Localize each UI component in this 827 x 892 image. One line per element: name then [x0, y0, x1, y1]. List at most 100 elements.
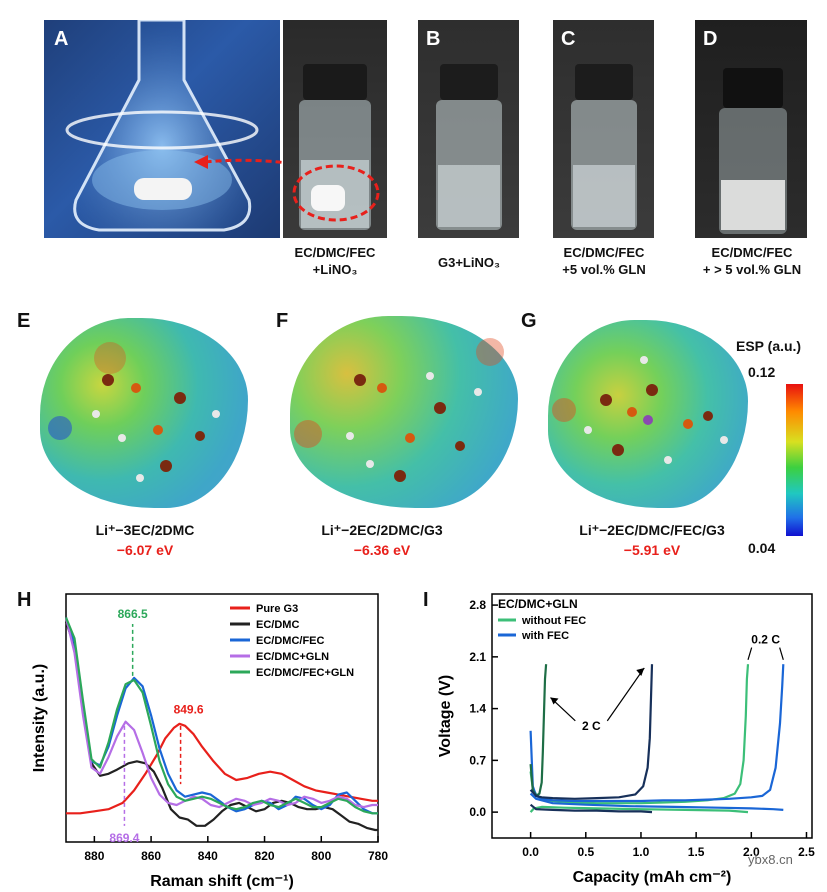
molecule-label-g: Li⁺−2EC/DMC/FEC/G3 −5.91 eV	[542, 520, 762, 560]
i-legend-label: with FEC	[521, 630, 569, 642]
esp-scale-title: ESP (a.u.)	[736, 338, 802, 354]
i-annotation-arrow	[779, 647, 784, 660]
caption-a2-line1: EC/DMC/FEC	[294, 245, 376, 260]
esp-scale-min: 0.04	[748, 540, 776, 556]
molecule-label-f: Li⁺−2EC/2DMC/G3 −6.36 eV	[282, 520, 482, 560]
flask-illustration	[65, 20, 259, 232]
atoms-g	[552, 356, 728, 464]
molecule-name-e: Li⁺−3EC/2DMC	[95, 522, 195, 538]
h-annotation-label: 866.5	[118, 607, 148, 621]
voltage-chart: 0.0 0.5 1.0 1.5 2.0 2.5 0.0 0.7 1.4 2.1 2.8 Capacit…	[437, 593, 815, 886]
panel-label-d: D	[703, 28, 718, 50]
caption-d-line1: EC/DMC/FEC	[711, 245, 793, 260]
esp-scale-max: 0.12	[748, 364, 776, 380]
photo-panel-b: B	[418, 20, 519, 238]
h-xtick-label: 880	[84, 849, 104, 863]
panel-label-f: F	[276, 310, 289, 332]
i-annotation-arrow	[747, 647, 753, 660]
h-series-line	[66, 722, 378, 815]
i-arrowhead	[550, 697, 559, 705]
panel-label-e: E	[17, 310, 31, 332]
i-xlabel: Capacity (mAh cm⁻²)	[573, 869, 732, 886]
photo-panel-a2	[283, 20, 387, 238]
i-series-line	[529, 664, 750, 805]
i-series-line	[529, 664, 654, 800]
red-dashed-circle	[292, 164, 380, 222]
h-plot-frame	[65, 593, 379, 843]
molecule-energy-f: −6.36 eV	[353, 542, 411, 558]
vial-illustration-b	[436, 64, 502, 230]
h-annotation-label: 849.6	[174, 702, 204, 716]
i-series-line	[529, 803, 653, 814]
i-xtick-label: 2.5	[798, 845, 815, 859]
h-series-line	[64, 621, 378, 832]
i-annotation-label: 2 C	[582, 719, 601, 733]
photo-panel-a: A	[44, 20, 280, 238]
h-legend-label: EC/DMC/FEC+GLN	[256, 667, 354, 679]
caption-c-line1: EC/DMC/FEC	[563, 245, 645, 260]
caption-d: EC/DMC/FEC + > 5 vol.% GLN	[684, 244, 820, 278]
esp-color-bar	[786, 384, 803, 536]
h-xtick-label: 780	[368, 849, 388, 863]
i-title: EC/DMC+GLN	[498, 597, 578, 611]
i-ytick-label: 0.7	[469, 753, 486, 767]
h-xlabel: Raman shift (cm⁻¹)	[150, 873, 294, 890]
vial-illustration-d	[719, 68, 787, 234]
molecule-energy-g: −5.91 eV	[623, 542, 681, 558]
esp-surface-g	[548, 320, 748, 508]
i-arrowhead	[636, 667, 645, 676]
panel-label-a: A	[54, 28, 69, 50]
panel-label-b: B	[426, 28, 441, 50]
panel-label-i: I	[423, 589, 429, 611]
i-xtick-label: 2.0	[743, 845, 760, 859]
caption-b: G3+LiNO₃	[438, 255, 500, 270]
i-series-line	[529, 792, 784, 811]
esp-surface-e	[40, 318, 248, 508]
h-annotation-label: 869.4	[109, 831, 139, 845]
h-legend-label: Pure G3	[256, 603, 298, 615]
photo-panel-d: D	[695, 20, 807, 238]
h-xtick-label: 820	[255, 849, 275, 863]
h-ylabel: Intensity (a.u.)	[31, 664, 48, 772]
raman-chart: 880 860 840 820 800 780 Raman shift (cm⁻¹) Inte…	[31, 593, 388, 890]
panel-label-g: G	[521, 310, 537, 332]
photo-panel-c: C	[553, 20, 654, 238]
i-series-line	[529, 805, 749, 814]
i-plot-frame	[491, 593, 813, 839]
h-xtick-label: 800	[311, 849, 331, 863]
molecule-name-f: Li⁺−2EC/2DMC/G3	[321, 522, 443, 538]
panel-label-c: C	[561, 28, 576, 50]
molecule-name-g: Li⁺−2EC/DMC/FEC/G3	[579, 522, 725, 538]
caption-a2-line2: +LiNO₃	[312, 262, 358, 277]
h-series-line	[64, 617, 378, 815]
caption-c-line2: +5 vol.% GLN	[562, 262, 646, 277]
vial-illustration-a2	[299, 64, 371, 230]
caption-a2: EC/DMC/FEC +LiNO₃	[270, 244, 400, 278]
atoms-f	[294, 338, 504, 482]
i-xtick-label: 0.5	[577, 845, 594, 859]
caption-d-line2: + > 5 vol.% GLN	[702, 262, 802, 277]
h-xtick-label: 840	[198, 849, 218, 863]
i-annotation-label: 0.2 C	[751, 633, 780, 647]
i-legend-label: without FEC	[521, 615, 586, 627]
i-xtick-label: 0.0	[522, 845, 539, 859]
i-annotation-arrow	[606, 667, 645, 722]
vial-illustration-c	[571, 64, 637, 230]
h-legend-label: EC/DMC/FEC	[256, 635, 325, 647]
i-ytick-label: 1.4	[469, 702, 486, 716]
i-ytick-label: 2.8	[469, 598, 486, 612]
i-series-line	[529, 664, 785, 803]
h-series-line	[64, 617, 378, 815]
i-ylabel: Voltage (V)	[437, 675, 454, 757]
esp-surface-f	[290, 316, 518, 508]
watermark: ybx8.cn	[748, 852, 793, 867]
h-legend-label: EC/DMC+GLN	[256, 651, 329, 663]
atoms-e	[48, 342, 220, 482]
caption-c: EC/DMC/FEC +5 vol.% GLN	[540, 244, 668, 278]
i-ytick-label: 2.1	[469, 650, 486, 664]
i-xtick-label: 1.5	[688, 845, 705, 859]
molecule-energy-e: −6.07 eV	[116, 542, 174, 558]
i-xtick-label: 1.0	[633, 845, 650, 859]
i-ytick-label: 0.0	[469, 805, 486, 819]
h-xtick-label: 860	[141, 849, 161, 863]
